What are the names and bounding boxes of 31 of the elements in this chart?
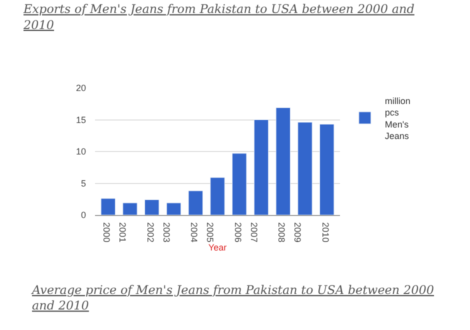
x-tick-label: 2003 [161, 222, 172, 242]
x-tick-label: 2007 [248, 222, 259, 242]
y-tick-label: 5 [80, 178, 86, 188]
bar [100, 198, 116, 215]
x-tick-label: 2000 [102, 222, 112, 242]
bar [144, 200, 160, 215]
bar [166, 202, 182, 215]
bar [210, 177, 225, 215]
bar [320, 124, 334, 215]
bar [122, 202, 138, 215]
legend-label: million pcs Men's Jeans [384, 96, 410, 141]
y-tick-label: 15 [76, 114, 86, 125]
bar [254, 120, 269, 215]
y-tick-label: 0 [80, 210, 86, 220]
x-tick-label: 2002 [145, 222, 156, 242]
text: Average price of Men's Jeans from Pakistan to USA between 2000 and 2010 [31, 283, 434, 313]
bar [188, 190, 203, 215]
x-tick-label: 2008 [276, 222, 287, 242]
y-tick-label: 20 [76, 83, 86, 94]
bar [298, 122, 312, 215]
chart-title: Exports of Men's Jeans from Pakistan to USA between 2000 and 2010 [22, 2, 415, 32]
bar [232, 153, 247, 215]
x-tick-label: 2010 [320, 222, 330, 242]
bar [276, 107, 290, 215]
x-tick-label: 2009 [292, 222, 303, 242]
x-tick-label: 2006 [232, 222, 243, 242]
x-tick-label: 2005 [205, 222, 216, 242]
x-axis-title: Year [208, 242, 227, 252]
x-tick-label: 2001 [118, 222, 128, 242]
y-tick-label: 10 [76, 146, 86, 157]
x-tick-label: 2004 [189, 222, 200, 242]
